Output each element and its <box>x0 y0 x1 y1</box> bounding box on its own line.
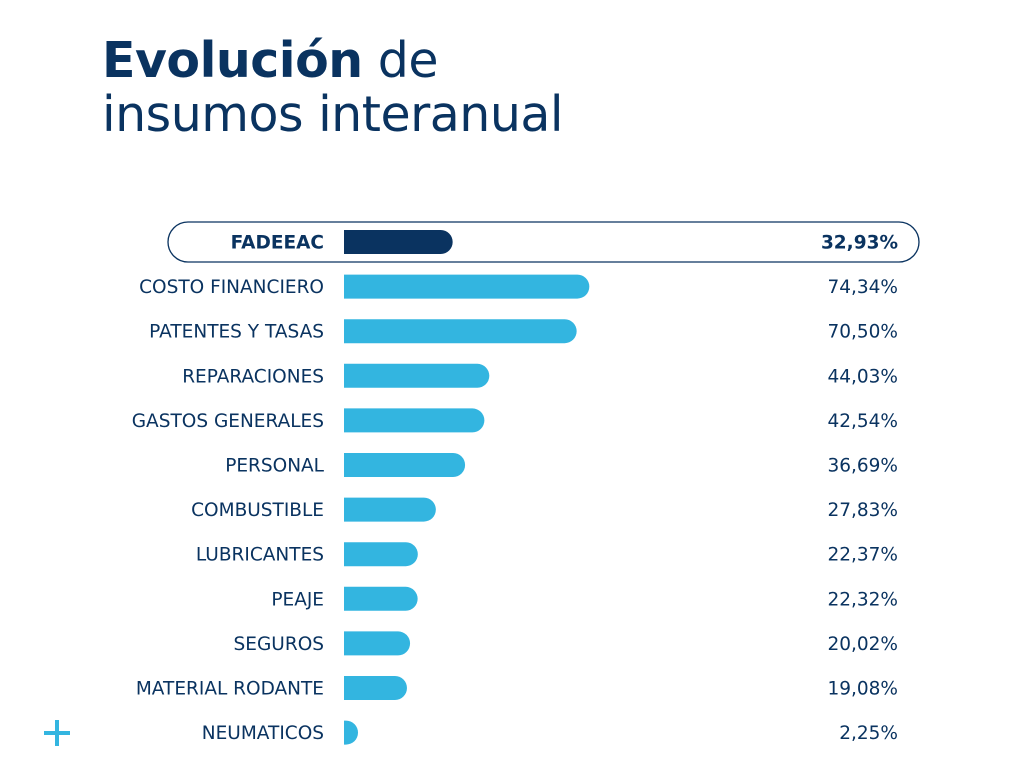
category-label: FADEEAC <box>231 233 324 254</box>
bar-neumaticos <box>344 720 358 745</box>
category-label: COSTO FINANCIERO <box>139 277 324 298</box>
value-label: 36,69% <box>827 456 898 477</box>
highlight-row-frame <box>167 221 920 263</box>
value-label: 70,50% <box>827 322 898 343</box>
bar-combustible <box>344 497 436 522</box>
bar-costo-financiero <box>344 274 590 299</box>
category-label: SEGUROS <box>234 634 324 655</box>
category-label: LUBRICANTES <box>196 545 324 566</box>
plus-icon <box>42 718 72 748</box>
title-strong: Evolución <box>102 32 363 89</box>
value-label: 44,03% <box>827 366 898 387</box>
value-label: 19,08% <box>827 679 898 700</box>
bar-peaje <box>344 586 418 611</box>
category-label: PEAJE <box>271 589 324 610</box>
category-label: PERSONAL <box>225 456 324 477</box>
title-rest: de <box>362 32 439 89</box>
value-label: 20,02% <box>827 634 898 655</box>
bar-patentes-y-tasas <box>344 319 577 344</box>
bar-seguros <box>344 631 411 656</box>
value-label: 32,93% <box>821 233 898 254</box>
value-label: 27,83% <box>827 500 898 521</box>
category-label: PATENTES Y TASAS <box>149 322 324 343</box>
category-label: NEUMATICOS <box>202 723 324 744</box>
bar-gastos-generales <box>344 408 485 433</box>
value-label: 22,37% <box>827 545 898 566</box>
value-label: 22,32% <box>827 589 898 610</box>
bar-fadeeac <box>344 230 453 254</box>
bar-personal <box>344 453 466 477</box>
bar-material-rodante <box>344 676 407 700</box>
value-label: 74,34% <box>827 277 898 298</box>
page-title: Evolución de insumos interanual <box>102 32 564 143</box>
title-line2: insumos interanual <box>102 86 564 143</box>
category-label: COMBUSTIBLE <box>191 500 324 521</box>
category-label: GASTOS GENERALES <box>132 411 324 432</box>
value-label: 42,54% <box>827 411 898 432</box>
value-label: 2,25% <box>839 723 898 744</box>
bar-lubricantes <box>344 542 418 567</box>
category-label: REPARACIONES <box>182 366 324 387</box>
bar-reparaciones <box>344 363 490 388</box>
category-label: MATERIAL RODANTE <box>136 679 324 700</box>
